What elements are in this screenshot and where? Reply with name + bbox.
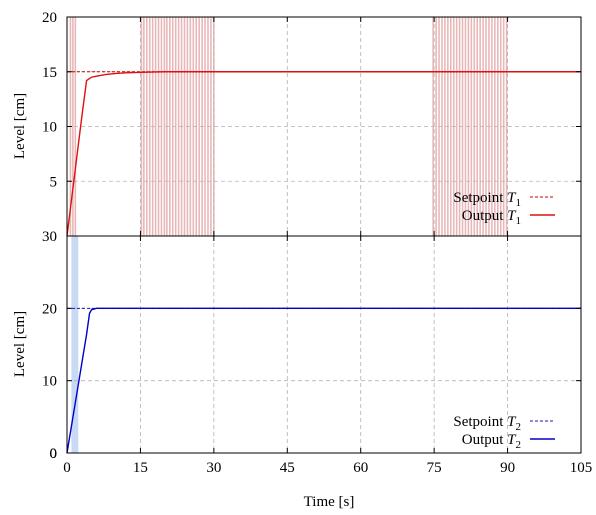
y-tick-label: 5 xyxy=(50,174,58,190)
x-tick-label: 30 xyxy=(206,460,221,476)
legend-label: Setpoint T1 xyxy=(453,190,521,209)
y-tick-label: 30 xyxy=(42,229,57,245)
y-tick-label: 0 xyxy=(50,446,58,462)
y-axis-label: Level [cm] xyxy=(12,93,28,159)
series-line xyxy=(66,307,581,454)
legend-label: Output T2 xyxy=(462,432,521,451)
x-tick-label: 90 xyxy=(500,460,515,476)
legend-label: Output T1 xyxy=(462,208,521,227)
x-tick-label: 75 xyxy=(427,460,442,476)
y-tick-label: 20 xyxy=(42,301,57,317)
series-line xyxy=(66,71,581,237)
x-tick-label: 105 xyxy=(570,460,593,476)
x-tick-label: 15 xyxy=(133,460,148,476)
y-tick-label: 10 xyxy=(42,374,57,390)
y-tick-label: 15 xyxy=(42,65,57,81)
event-band xyxy=(71,236,79,453)
plot-frame xyxy=(66,235,582,454)
y-axis-label: Level [cm] xyxy=(12,311,28,377)
x-axis-label: Time [s] xyxy=(304,494,355,510)
x-tick-label: 60 xyxy=(353,460,368,476)
y-tick-label: 0 xyxy=(50,446,58,462)
y-tick-label: 20 xyxy=(42,10,57,26)
legend-label: Setpoint T2 xyxy=(453,414,521,433)
x-tick-label: 0 xyxy=(63,460,71,476)
x-tick-label: 45 xyxy=(280,460,295,476)
y-tick-label: 10 xyxy=(42,120,57,136)
